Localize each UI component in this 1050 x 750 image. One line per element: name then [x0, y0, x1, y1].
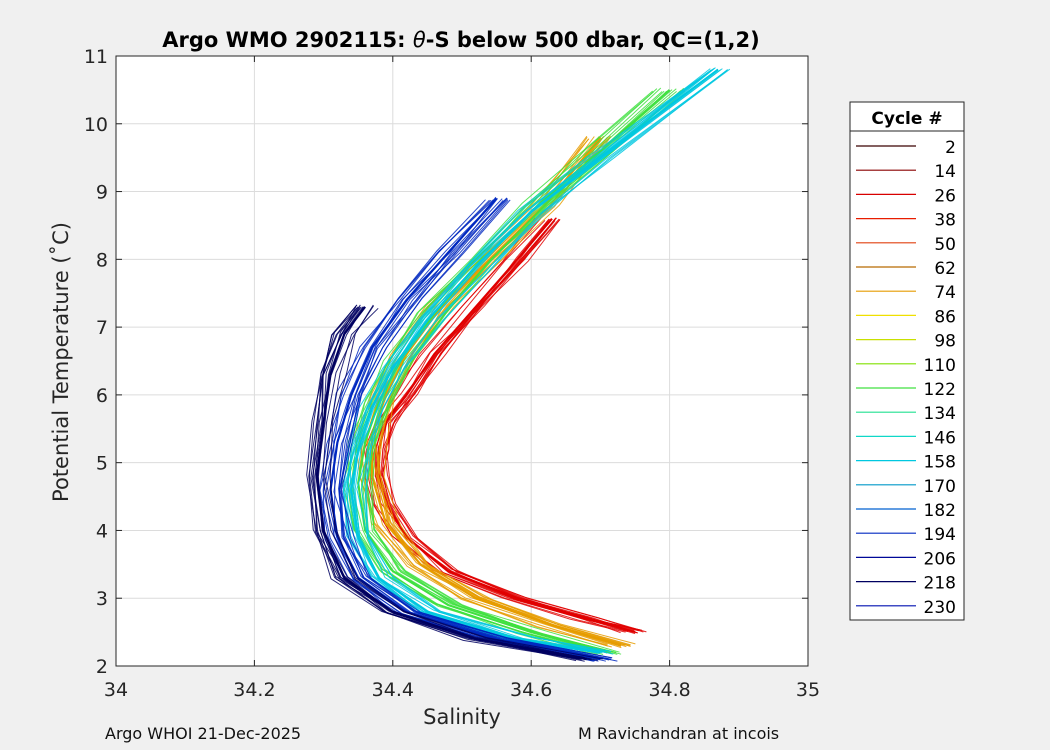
x-axis-label: Salinity: [423, 705, 501, 729]
legend-label: 134: [924, 404, 956, 424]
series-line: [364, 68, 731, 655]
series-line: [342, 69, 712, 654]
series-line: [382, 217, 638, 634]
plot-area: [115, 55, 809, 667]
y-tick-label: 2: [96, 656, 108, 678]
series-line: [306, 306, 580, 660]
legend-label: 50: [934, 235, 956, 255]
chart-title: Argo WMO 2902115: θ-S below 500 dbar, QC…: [162, 28, 759, 52]
legend-label: 86: [934, 307, 956, 327]
legend-label: 182: [924, 501, 956, 521]
legend-title: Cycle #: [871, 109, 942, 129]
series-mean-line: [350, 68, 719, 654]
series-layer: [306, 67, 731, 662]
series-line: [342, 68, 714, 652]
legend-label: 98: [934, 332, 956, 352]
series-line: [363, 88, 677, 653]
title-prefix: Argo WMO 2902115:: [162, 28, 413, 52]
y-tick-label: 11: [84, 46, 108, 68]
legend-label: 74: [934, 283, 956, 303]
legend-label: 194: [924, 525, 956, 545]
series-line: [310, 306, 577, 662]
legend-label: 122: [924, 380, 956, 400]
series-line: [365, 89, 684, 653]
title-suffix: -S below 500 dbar, QC=(1,2): [426, 28, 760, 52]
series-line: [347, 91, 655, 655]
plot-frame: [115, 55, 809, 667]
x-tick-label: 34: [104, 679, 128, 701]
x-tick-label: 35: [796, 679, 820, 701]
series-line: [360, 89, 673, 654]
series-line: [324, 307, 598, 661]
y-tick-label: 4: [96, 520, 108, 542]
series-group: [342, 67, 731, 655]
legend-label: 26: [934, 186, 956, 206]
x-tick-label: 34.6: [510, 679, 552, 701]
legend-label: 146: [924, 428, 956, 448]
series-line: [366, 69, 728, 652]
legend-label: 2: [945, 138, 956, 158]
series-line: [322, 305, 592, 661]
x-tick-label: 34.4: [372, 679, 414, 701]
legend-label: 62: [934, 259, 956, 279]
series-line: [374, 219, 635, 631]
legend-label: 230: [924, 598, 956, 618]
y-tick-label: 9: [96, 182, 108, 204]
x-tick-label: 34.8: [648, 679, 690, 701]
legend: Cycle # 2 14 26 38 50 62 74 86 98 110 122 134 146 158…: [849, 101, 965, 621]
y-axis-label: Potential Temperature (˚C): [49, 222, 73, 502]
legend-label: 38: [934, 211, 956, 231]
y-tick-label: 10: [84, 114, 108, 136]
legend-label: 110: [924, 356, 956, 376]
legend-label: 206: [924, 549, 956, 569]
legend-label: 170: [924, 477, 956, 497]
series-line: [339, 199, 618, 662]
legend-label: 158: [924, 453, 956, 473]
y-tick-label: 6: [96, 385, 108, 407]
title-theta: θ: [413, 28, 426, 52]
y-tick-label: 8: [96, 249, 108, 271]
series-line: [329, 304, 603, 660]
legend-label: 14: [934, 162, 956, 182]
series-line: [377, 137, 631, 646]
footer-source: Argo WHOI 21-Dec-2025: [105, 724, 302, 743]
series-group: [306, 304, 603, 662]
series-line: [372, 90, 686, 653]
legend-items: 2 14 26 38 50 62 74 86 98 110 122 134 146 158 170 182 19…: [856, 138, 956, 618]
legend-label: 218: [924, 574, 956, 594]
series-line: [383, 136, 636, 645]
x-tick-label: 34.2: [233, 679, 275, 701]
y-tick-label: 3: [96, 588, 108, 610]
y-tick-label: 5: [96, 453, 108, 475]
footer-author: M Ravichandran at incois: [578, 724, 780, 743]
series-mean-line: [315, 306, 587, 661]
y-tick-label: 7: [96, 317, 108, 339]
